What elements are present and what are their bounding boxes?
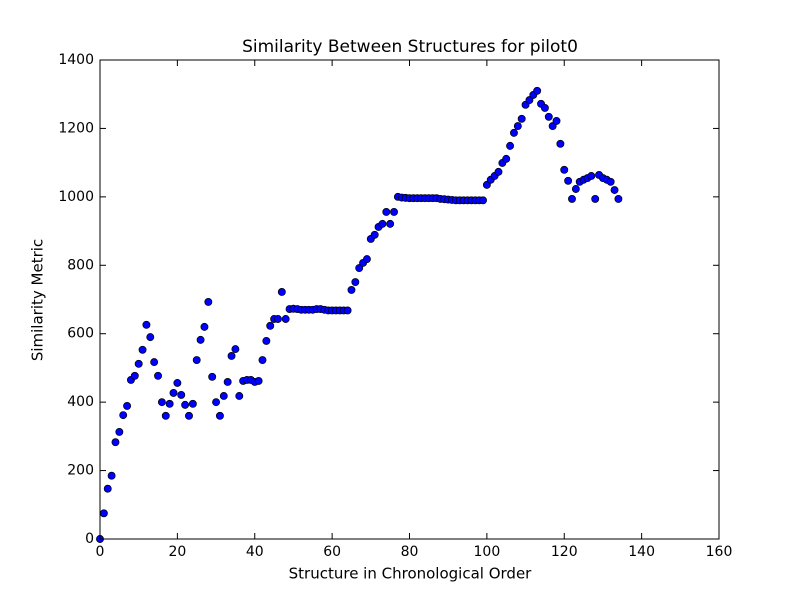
point [223, 378, 232, 386]
point [154, 371, 162, 380]
x-tick-label: 40 [246, 544, 264, 560]
point [157, 398, 166, 407]
point [219, 392, 228, 400]
x-tick-label: 20 [168, 544, 186, 560]
point [215, 411, 224, 420]
point [502, 154, 511, 163]
point [560, 165, 569, 174]
point [254, 376, 263, 385]
y-axis-label: Similarity Metric [29, 239, 47, 361]
point [610, 186, 619, 194]
point [165, 399, 174, 408]
point [119, 411, 128, 420]
point [142, 320, 151, 329]
point [185, 411, 193, 420]
point [146, 333, 155, 342]
y-tick-label: 600 [67, 326, 94, 342]
point [258, 356, 267, 365]
point [513, 122, 522, 130]
point [134, 359, 143, 368]
point [111, 438, 120, 447]
plot-frame [99, 59, 720, 540]
point [130, 371, 139, 380]
x-tick-label: 0 [96, 544, 105, 560]
point [281, 315, 290, 323]
point [494, 167, 503, 176]
x-tick-label: 160 [706, 544, 733, 560]
y-tick-label: 0 [85, 531, 94, 547]
point [510, 128, 518, 137]
point [606, 177, 615, 186]
point [107, 471, 116, 480]
point [123, 401, 132, 410]
point [351, 278, 360, 287]
chart-title: Similarity Between Structures for pilot0 [242, 37, 578, 57]
point [533, 86, 542, 95]
x-tick-label: 120 [551, 544, 578, 560]
point [277, 288, 286, 296]
x-axis-label: Structure in Chronological Order [289, 565, 533, 583]
point [196, 335, 205, 344]
point [262, 336, 271, 345]
point [150, 358, 159, 367]
point [274, 315, 282, 323]
point [235, 392, 244, 400]
x-tick-label: 60 [323, 544, 341, 560]
point [544, 112, 553, 121]
point [571, 185, 580, 193]
point [370, 230, 379, 239]
x-tick-label: 100 [474, 544, 501, 560]
point [362, 255, 371, 264]
point [161, 411, 170, 420]
point [103, 484, 112, 493]
point [587, 172, 596, 180]
point [227, 352, 236, 360]
point [390, 207, 398, 216]
point [181, 400, 190, 409]
y-tick-label: 1000 [58, 189, 94, 205]
point [564, 176, 573, 185]
point [517, 114, 526, 123]
point [231, 345, 240, 354]
point [378, 219, 387, 228]
point [212, 398, 221, 407]
point [204, 297, 213, 306]
point [208, 372, 217, 381]
point [386, 219, 395, 228]
point [169, 388, 178, 397]
x-tick-label: 80 [401, 544, 419, 560]
point [266, 321, 275, 330]
point [138, 345, 147, 354]
point [568, 194, 576, 203]
point [591, 194, 600, 203]
point [614, 194, 623, 203]
y-tick-label: 200 [67, 463, 94, 479]
point [556, 139, 565, 148]
point [173, 379, 182, 387]
point [382, 207, 391, 216]
point [188, 399, 197, 408]
y-tick-label: 1200 [58, 120, 94, 136]
y-tick-label: 400 [67, 394, 94, 410]
point [506, 141, 515, 150]
point [115, 427, 124, 436]
point [99, 509, 108, 518]
y-tick-label: 1400 [58, 52, 94, 68]
point [540, 103, 549, 112]
point [552, 116, 561, 125]
point [479, 196, 487, 205]
y-tick-label: 800 [67, 257, 94, 273]
x-tick-label: 140 [628, 544, 655, 560]
point [192, 356, 201, 365]
point [200, 322, 209, 331]
point [343, 306, 352, 315]
point [347, 285, 356, 294]
point [177, 391, 186, 399]
